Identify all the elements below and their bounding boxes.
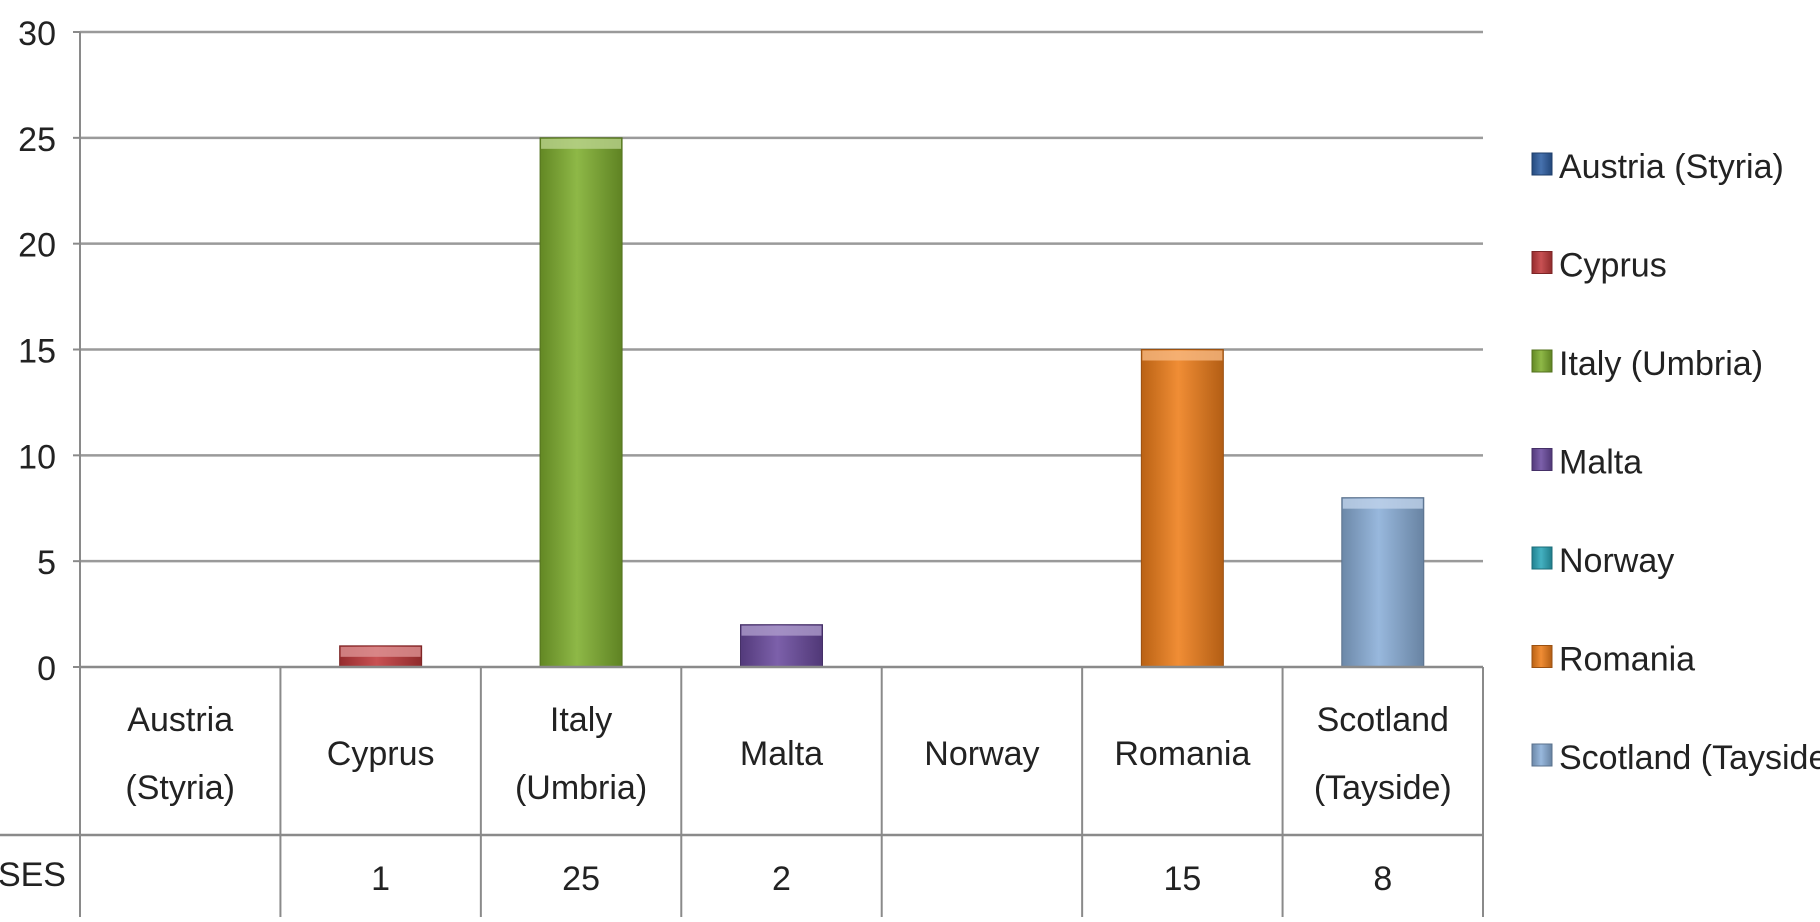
table-value: 15: [1163, 860, 1201, 898]
bar-highlight: [1142, 350, 1223, 361]
legend-swatch: [1531, 546, 1553, 570]
category-label-line2: (Umbria): [515, 769, 647, 807]
table-value: 2: [772, 860, 791, 898]
bar: [1140, 349, 1224, 668]
y-tick-label: 20: [18, 227, 56, 265]
table-value: 8: [1373, 860, 1392, 898]
y-tick-label: 30: [18, 15, 56, 53]
legend-label: Cyprus: [1559, 247, 1667, 285]
legend-swatch: [1531, 152, 1553, 176]
bar: [539, 137, 623, 668]
category-label: Italy: [550, 701, 612, 739]
table-value: 1: [371, 860, 390, 898]
y-tick-label: 10: [18, 438, 56, 476]
legend-label: Austria (Styria): [1559, 148, 1784, 186]
bar: [1341, 497, 1425, 668]
y-tick-label: 25: [18, 121, 56, 159]
category-label: Norway: [924, 735, 1039, 773]
y-tick-label: 0: [37, 650, 56, 688]
category-label-line2: (Styria): [125, 769, 235, 807]
legend-swatch: [1531, 645, 1553, 668]
y-tick-label: 5: [37, 544, 56, 582]
legend-swatch: [1531, 743, 1553, 767]
legend-label: Malta: [1559, 444, 1642, 482]
table-value: 25: [562, 860, 600, 898]
table-row-label: IRSES: [0, 856, 66, 894]
y-tick-label: 15: [18, 333, 56, 371]
bar-highlight: [741, 625, 822, 636]
bar-highlight: [340, 646, 421, 657]
legend-label: Scotland (Tayside): [1559, 739, 1820, 777]
category-label-line2: (Tayside): [1314, 769, 1452, 807]
category-label: Austria: [127, 701, 233, 739]
legend-swatch: [1531, 448, 1553, 471]
bar-highlight: [541, 138, 622, 149]
category-label: Romania: [1114, 735, 1250, 773]
legend-swatch: [1531, 251, 1553, 274]
legend-label: Norway: [1559, 542, 1674, 580]
category-label: Cyprus: [327, 735, 435, 773]
legend-label: Romania: [1559, 641, 1695, 679]
category-label: Scotland: [1317, 701, 1449, 739]
legend-label: Italy (Umbria): [1559, 345, 1763, 383]
category-label: Malta: [740, 735, 823, 773]
bar-highlight: [1342, 498, 1423, 509]
legend-swatch: [1531, 349, 1553, 373]
